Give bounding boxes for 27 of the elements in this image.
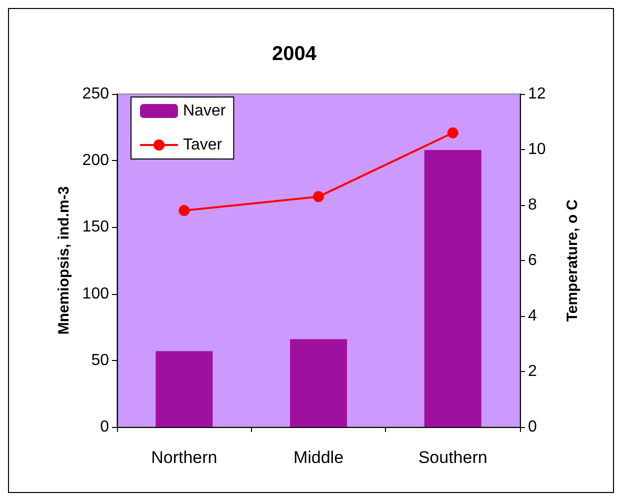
x-tick-label: Northern <box>151 448 218 467</box>
y2-tick-label: 8 <box>528 196 537 214</box>
y-tick-label: 0 <box>100 418 110 436</box>
bar <box>424 150 482 427</box>
y2-axis-title: Temperature, o C <box>564 199 581 322</box>
y2-tick-label: 2 <box>528 363 537 380</box>
x-tick-label: Southern <box>418 448 488 467</box>
y2-tick-label: 6 <box>528 252 537 269</box>
y-tick-label: 150 <box>82 218 110 236</box>
y2-tick-label: 0 <box>528 418 537 436</box>
y-tick-label: 50 <box>91 352 110 369</box>
point <box>313 191 324 202</box>
legend-label: Taver <box>183 136 223 154</box>
y2-tick-label: 12 <box>528 86 546 102</box>
bar <box>156 351 213 427</box>
y-tick-label: 200 <box>82 152 110 170</box>
y2-tick-label: 10 <box>528 141 546 158</box>
y-tick-label: 100 <box>82 285 110 302</box>
y-axis-title: Mnemiopsis, ind.m-3 <box>55 186 72 335</box>
point <box>178 205 190 216</box>
point <box>447 127 458 138</box>
y2-tick-label: 4 <box>528 308 537 324</box>
chart-title: 2004 <box>272 43 318 65</box>
bar <box>290 339 347 427</box>
x-tick-label: Middle <box>293 448 344 467</box>
y-tick-label: 250 <box>82 86 110 102</box>
legend-label: Naver <box>183 102 226 120</box>
